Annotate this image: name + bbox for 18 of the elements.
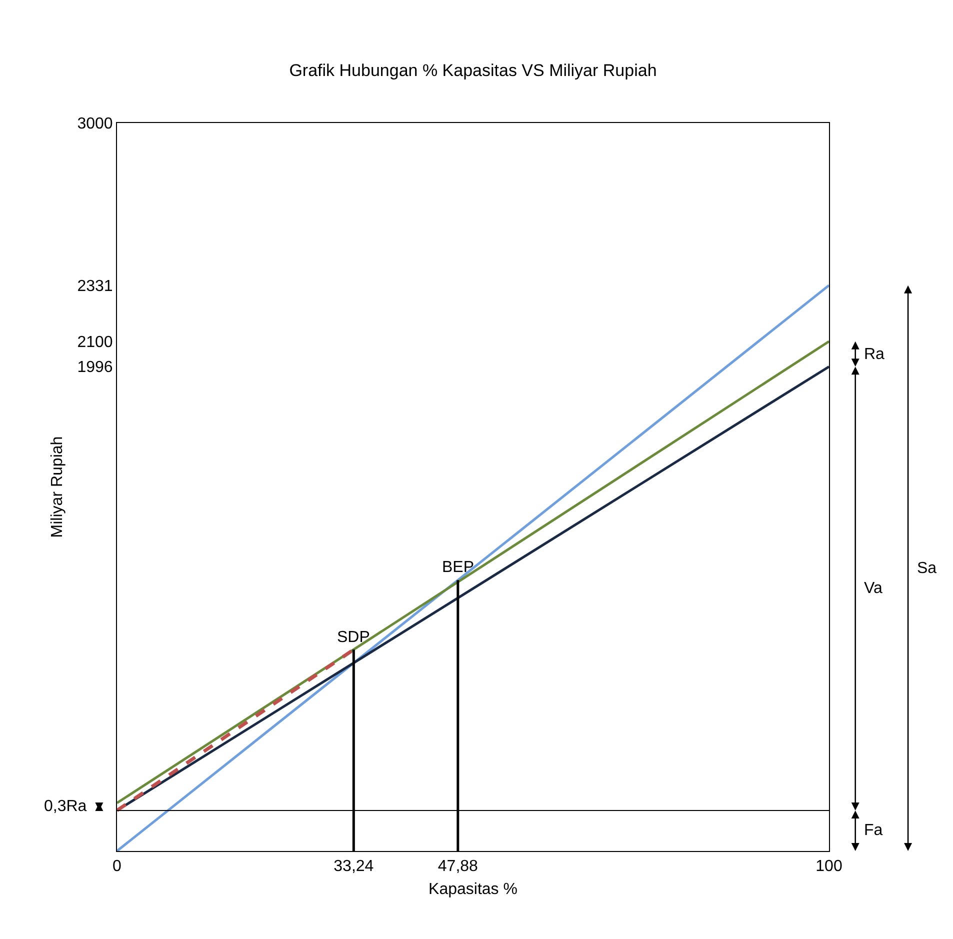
text: Fa: [864, 822, 883, 839]
annotation: SDP: [337, 629, 370, 646]
x-axis-title: Kapasitas %: [428, 880, 518, 898]
y-tick-label: 2331: [77, 278, 113, 295]
y-tick-label: 2100: [77, 334, 113, 351]
x-tick-label: 0: [112, 858, 122, 876]
y-tick-label: 3000: [77, 116, 113, 133]
x-tick-label: 100: [816, 858, 842, 876]
y-tick-label: 1996: [77, 359, 113, 376]
text: 0,3Ra: [44, 798, 87, 815]
chart-title: Grafik Hubungan % Kapasitas VS Miliyar Rupiah: [289, 60, 657, 80]
text: Sa: [917, 560, 937, 577]
x-tick-label: 33,24: [334, 858, 374, 876]
text: Va: [864, 580, 882, 597]
y-axis-title: Miliyar Rupiah: [49, 436, 66, 538]
annotation: BEP: [442, 559, 474, 576]
text: Ra: [864, 346, 885, 363]
x-tick-label: 47,88: [438, 858, 478, 876]
